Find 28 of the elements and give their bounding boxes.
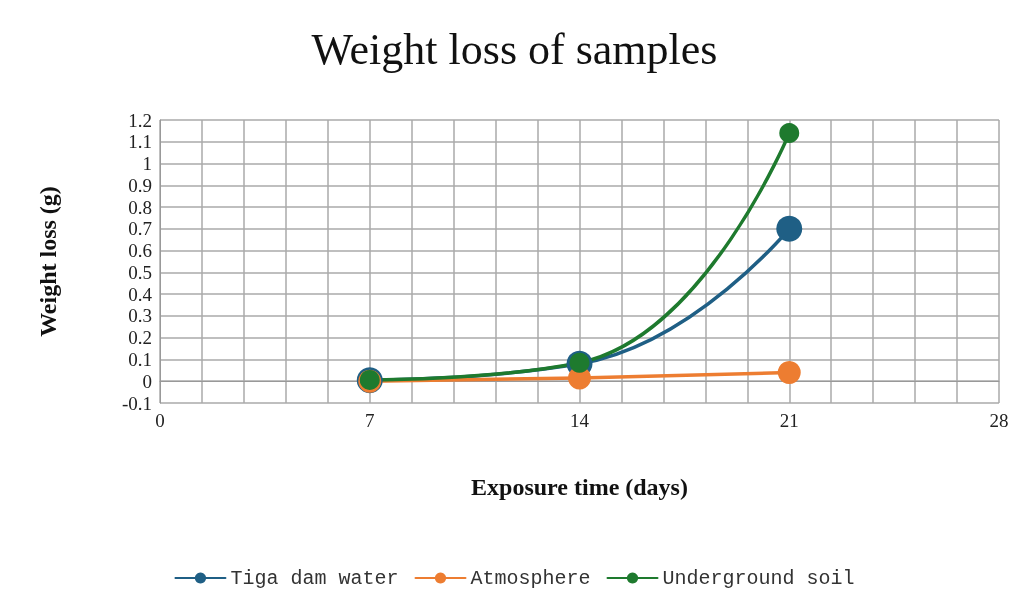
y-tick-label: 0.1 bbox=[128, 348, 152, 370]
y-axis-title: Weight loss (g) bbox=[35, 186, 61, 337]
y-tick-label: 0.2 bbox=[128, 327, 152, 349]
y-tick-label: 0.6 bbox=[128, 240, 152, 262]
y-tick-label: 1 bbox=[142, 153, 152, 175]
x-tick-label: 0 bbox=[155, 410, 165, 431]
point bbox=[777, 361, 801, 385]
x-tick-label: 14 bbox=[570, 410, 590, 431]
y-tick-label: 0.3 bbox=[128, 305, 152, 327]
legend-label: Atmosphere bbox=[470, 566, 591, 590]
legend-label: Underground soil bbox=[662, 566, 855, 590]
x-tick-label: 7 bbox=[365, 410, 375, 431]
y-tick-label: 0.7 bbox=[128, 218, 152, 240]
point bbox=[776, 215, 803, 242]
y-tick-label: 1.2 bbox=[128, 109, 152, 131]
x-axis-title: Exposure time (days) bbox=[471, 474, 688, 500]
y-tick-label: 0.5 bbox=[128, 261, 152, 283]
legend-label: Tiga dam water bbox=[230, 566, 399, 590]
y-tick-label: 0.4 bbox=[128, 283, 153, 305]
y-tick-label: 0 bbox=[142, 370, 152, 392]
point bbox=[779, 123, 800, 144]
chart-title: Weight loss of samples bbox=[311, 24, 718, 74]
y-tick-label: 1.1 bbox=[128, 131, 152, 153]
y-tick-label: 0.9 bbox=[128, 174, 152, 196]
y-tick-label: -0.1 bbox=[121, 392, 152, 414]
y-tick-label: 0.8 bbox=[128, 196, 152, 218]
x-tick-label: 28 bbox=[989, 410, 1009, 431]
x-tick-label: 21 bbox=[779, 410, 799, 431]
